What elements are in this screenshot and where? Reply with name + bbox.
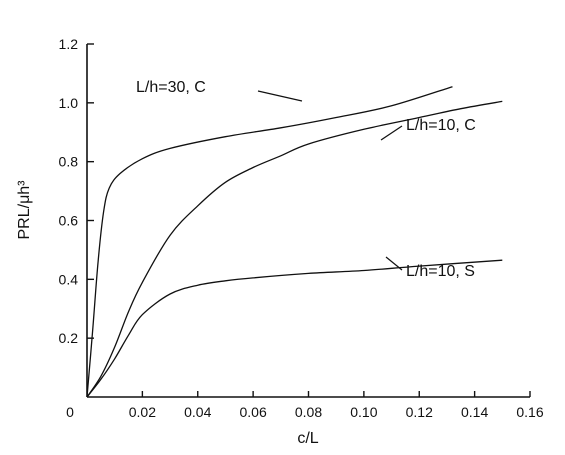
x-tick-label-0.12: 0.12 — [406, 404, 433, 420]
leader-line-l-h-30-c — [257, 90, 303, 102]
x-tick-label-0.10: 0.10 — [350, 404, 377, 420]
y-tick-label-1.0: 1.0 — [59, 95, 79, 111]
axes: 0 0.02 0.04 0.06 0.08 0.10 0.12 0.14 0.16 0.2 0.4 0… — [59, 36, 544, 420]
leader-line-l-h-10-s — [385, 256, 403, 271]
x-tick-label-0: 0 — [66, 404, 74, 420]
leader-line-l-h-10-c — [380, 125, 403, 141]
curve-label-l-h-10-c: L/h=10, C — [406, 117, 476, 134]
curve-label-l-h-30-c: L/h=30, C — [136, 79, 206, 96]
x-axis-title: c/L — [297, 430, 318, 447]
x-tick-label-0.02: 0.02 — [129, 404, 156, 420]
series-line-l-h-10-s — [86, 259, 503, 398]
y-tick-label-0.2: 0.2 — [59, 330, 79, 346]
curve-label-l-h-10-s: L/h=10, S — [406, 263, 475, 280]
y-tick-label-0.6: 0.6 — [59, 213, 79, 229]
series-line-l-h-30-c — [86, 86, 453, 398]
x-tick-label-0.14: 0.14 — [461, 404, 488, 420]
x-tick-label-0.06: 0.06 — [240, 404, 267, 420]
x-tick-label-0.08: 0.08 — [295, 404, 322, 420]
y-tick-label-0.4: 0.4 — [59, 271, 79, 287]
x-tick-label-0.04: 0.04 — [184, 404, 211, 420]
y-tick-label-1.2: 1.2 — [59, 36, 79, 52]
x-tick-label-0.16: 0.16 — [516, 404, 543, 420]
series-layer — [86, 86, 503, 398]
y-axis-title: PRL/μh³ — [16, 180, 33, 240]
y-tick-label-0.8: 0.8 — [59, 154, 79, 170]
curve-labels: L/h=30, C L/h=10, C L/h=10, S — [136, 79, 476, 280]
series-line-l-h-10-c — [86, 100, 503, 398]
